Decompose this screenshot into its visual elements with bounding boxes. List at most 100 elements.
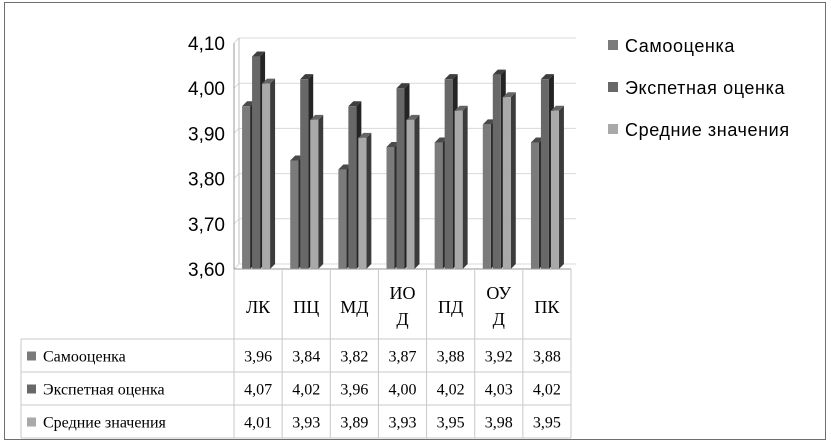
bar-front: [358, 137, 367, 269]
y-tick-label: 4,00: [188, 79, 225, 100]
bar-front: [290, 160, 299, 269]
bar-front: [348, 106, 357, 269]
legend-key: [608, 82, 618, 92]
bar-front: [530, 142, 539, 269]
bar-front: [482, 124, 491, 269]
bar-top: [290, 155, 304, 161]
bar-top: [540, 74, 554, 80]
bar-side: [270, 78, 276, 270]
table-value: 3,95: [533, 415, 561, 432]
y-tick-label: 3,60: [188, 260, 225, 281]
bar-side: [462, 105, 468, 269]
legend-entry: Средние значения: [625, 120, 790, 140]
legend-key: [608, 124, 618, 134]
bar-top: [396, 83, 410, 89]
bar-front: [434, 142, 443, 269]
category-label: Д: [493, 309, 505, 329]
bar-front: [252, 56, 261, 270]
table-value: 3,92: [485, 349, 513, 366]
table-value: 3,84: [292, 349, 320, 366]
bar-top: [482, 119, 496, 125]
bar-top: [550, 105, 564, 111]
gridline-depth: [233, 128, 240, 134]
bar-top: [444, 74, 458, 80]
table-legend-key: [27, 384, 36, 394]
bar-side: [366, 132, 372, 269]
bar-top: [492, 69, 506, 75]
table-value: 4,02: [437, 382, 465, 399]
bar-side: [414, 114, 420, 269]
table-value: 3,82: [340, 349, 368, 366]
bar-front: [492, 74, 501, 269]
table-value: 3,93: [389, 415, 417, 432]
bar-front: [454, 110, 463, 269]
bar-front: [540, 79, 549, 269]
table-value: 3,89: [340, 415, 368, 432]
gridline-depth: [233, 173, 240, 179]
bar: [262, 78, 276, 270]
category-label: ПД: [438, 297, 463, 317]
category-label: ОУ: [486, 283, 511, 303]
bar-front: [550, 110, 559, 269]
bar-front: [396, 88, 405, 269]
bar-top: [406, 114, 420, 120]
bar-front: [444, 79, 453, 269]
legend-entry: Экспетная оценка: [625, 78, 785, 98]
table-value: 4,02: [533, 382, 561, 399]
bar-side: [510, 92, 516, 270]
bar: [502, 92, 516, 270]
bar-front: [406, 119, 415, 269]
bar: [454, 105, 468, 269]
category-label: ИО: [390, 283, 416, 303]
bar-front: [242, 106, 251, 269]
category-label: ПЦ: [293, 297, 319, 317]
bar: [406, 114, 420, 269]
bar-side: [318, 114, 324, 269]
table-legend-key: [27, 417, 36, 427]
gridline-depth: [233, 82, 240, 89]
bar-top: [386, 141, 400, 147]
legend-key: [608, 40, 618, 50]
bar-top: [300, 74, 314, 80]
bar: [310, 114, 324, 269]
bar-top: [358, 132, 372, 138]
gridline-depth: [233, 218, 240, 225]
bar: [358, 132, 372, 269]
bar-top: [252, 51, 266, 57]
bar-top: [454, 105, 468, 111]
bar-top: [242, 101, 256, 107]
bar: [550, 105, 564, 269]
table-value: 4,07: [244, 382, 272, 399]
table-value: 3,98: [485, 415, 513, 432]
table-value: 4,02: [292, 382, 320, 399]
table-value: 3,88: [437, 349, 465, 366]
bar-top: [530, 137, 544, 143]
bar-top: [310, 114, 324, 120]
bar-front: [386, 146, 395, 269]
gridline-depth: [233, 37, 240, 44]
table-series-name: Экспетная оценка: [43, 382, 165, 399]
bar-top: [502, 92, 516, 98]
category-label: Д: [396, 309, 408, 329]
y-tick-label: 4,10: [188, 34, 225, 55]
bar-front: [262, 83, 271, 270]
y-tick-label: 3,80: [188, 170, 225, 191]
table-value: 3,87: [389, 349, 417, 366]
bar-side: [558, 105, 564, 269]
bar-top: [338, 164, 352, 170]
y-tick-label: 3,90: [188, 124, 225, 145]
bar-front: [300, 79, 309, 269]
legend-entry: Самооценка: [625, 36, 735, 56]
table-value: 3,96: [340, 382, 368, 399]
bar-top: [434, 137, 448, 143]
bar-chart: 3,60 3,70 3,80 3,90 4,00 4,10 ЛК ПЦ МД ИО Д ПД ОУ Д П…: [20, 34, 790, 439]
bar-front: [502, 97, 511, 270]
chart-frame: 3,60 3,70 3,80 3,90 4,00 4,10 ЛК ПЦ МД ИО Д ПД ОУ Д П…: [4, 2, 826, 440]
category-label: ЛК: [246, 297, 271, 317]
table-value: 3,96: [244, 349, 272, 366]
table-value: 3,93: [292, 415, 320, 432]
table-value: 3,95: [437, 415, 465, 432]
bar-front: [310, 119, 319, 269]
y-tick-label: 3,70: [188, 215, 225, 236]
table-series-name: Средние значения: [43, 415, 167, 432]
